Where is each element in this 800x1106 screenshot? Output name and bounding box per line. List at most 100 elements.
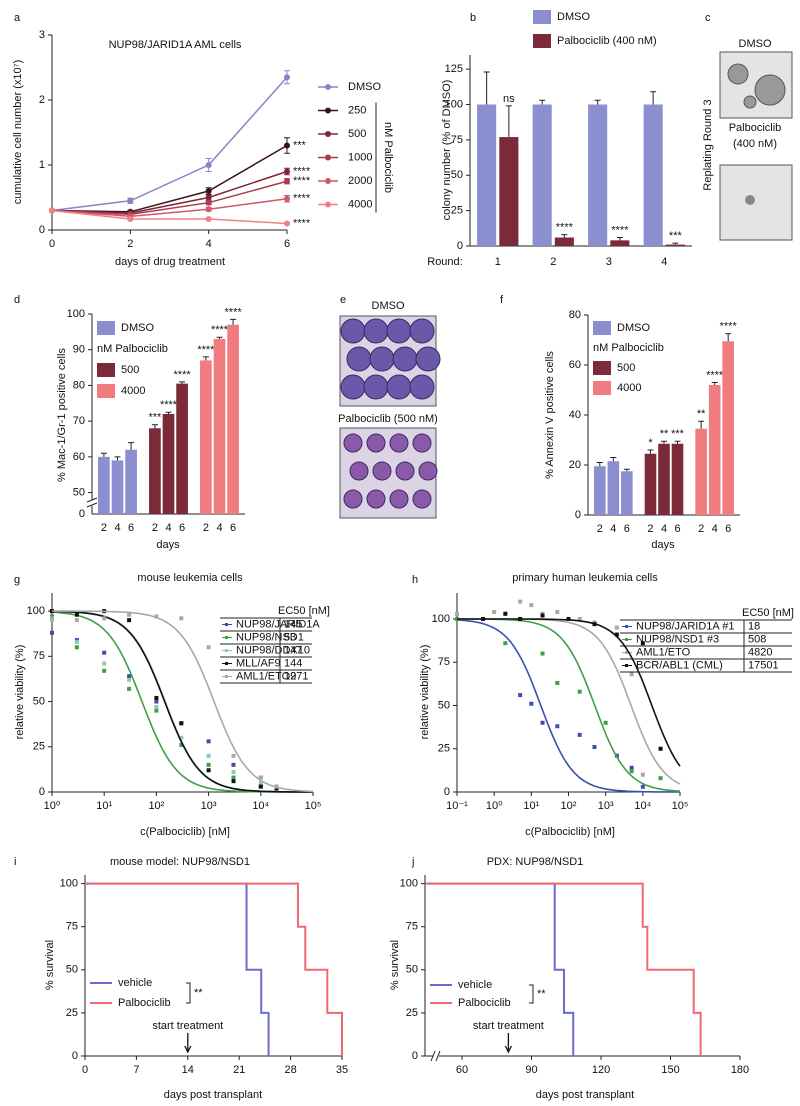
error-bar [661, 440, 667, 444]
significance-label: **** [293, 175, 311, 187]
error-bar [610, 457, 617, 462]
cell [372, 461, 392, 481]
data-point [614, 632, 619, 637]
x-tick-label: 150 [661, 1064, 679, 1076]
error-bar [594, 99, 601, 105]
axis-line [84, 875, 342, 1057]
cell [366, 433, 386, 453]
data-point [179, 616, 184, 621]
x-tick-label: 6 [674, 523, 680, 535]
x-tick-label: 6 [179, 522, 185, 534]
error-bar [165, 411, 172, 414]
x-tick-label: 10² [148, 800, 164, 812]
x-tick-label: 28 [284, 1064, 296, 1076]
legend-label: NUP98/NSD1 [236, 631, 304, 643]
legend-label: BCR/ABL1 (CML) [636, 659, 723, 671]
data-point [284, 220, 290, 227]
x-tick-label: 0 [49, 238, 55, 250]
x-tick-label: 6 [624, 523, 630, 535]
legend-swatch [97, 321, 115, 335]
cell [412, 433, 432, 453]
data-point [74, 639, 79, 644]
significance-label: **** [556, 222, 574, 234]
data-point [50, 630, 54, 635]
series-line [51, 180, 288, 216]
y-tick-label: 1 [39, 159, 45, 171]
data-point [284, 178, 290, 185]
legend-label: DMSO [348, 81, 381, 93]
data-point [205, 188, 212, 194]
error-bar [216, 336, 223, 339]
legend-swatch [593, 321, 611, 335]
x-tick-label: 0 [82, 1064, 88, 1076]
bar [607, 461, 620, 515]
significance-label: *** [148, 412, 162, 424]
colony [754, 74, 786, 106]
x-tick-label: 120 [592, 1064, 610, 1076]
colony [745, 195, 755, 205]
legend-label: 4000 [348, 198, 372, 210]
y-tick-label: 0 [72, 1050, 78, 1062]
legend-label: 4000 [617, 382, 641, 394]
legend-marker [625, 651, 628, 654]
legend-marker [325, 178, 331, 184]
y-axis-label: relative viability (%) [419, 645, 431, 740]
data-point [154, 614, 159, 619]
bar [176, 383, 188, 514]
cell [412, 489, 432, 509]
micrograph-caption: (400 nM) [733, 138, 777, 150]
chart-title: mouse model: NUP98/NSD1 [110, 856, 250, 868]
cell [349, 461, 369, 481]
data-point [555, 610, 560, 615]
data-point [206, 762, 211, 767]
annotation: start treatment [473, 1020, 544, 1032]
legend-label: Palbociclib [118, 997, 171, 1009]
legend-label: 500 [121, 364, 139, 376]
y-tick-label: 25 [438, 743, 450, 755]
data-point [529, 603, 534, 608]
legend-marker [625, 664, 628, 667]
legend-label: 1000 [348, 151, 372, 163]
x-tick-label: 4 [661, 256, 667, 268]
data-point [206, 645, 211, 650]
axis-break-gap [433, 1051, 439, 1061]
data-point [503, 611, 508, 616]
legend-marker [625, 638, 628, 641]
data-point [154, 708, 159, 713]
data-point [49, 207, 55, 214]
table-rule [620, 619, 792, 672]
legend-label: 250 [348, 104, 366, 116]
legend-ec50: 147 [284, 644, 302, 656]
panel-letter: a [14, 12, 21, 24]
x-tick-label: 2 [152, 522, 158, 534]
y-tick-label: 3 [39, 29, 45, 41]
data-point [658, 776, 663, 781]
data-point [284, 195, 290, 202]
bar [610, 240, 630, 246]
significance-label: **** [293, 165, 311, 177]
bar [200, 360, 212, 514]
legend-title: nM Palbociclib [97, 343, 168, 355]
legend-ec50: 144 [284, 657, 302, 669]
cell [392, 346, 418, 372]
x-tick-label: 10⁴ [252, 800, 269, 812]
y-tick-label: 40 [569, 409, 581, 421]
x-tick-label: 10² [561, 800, 577, 812]
legend-label: AML1/ETO [636, 646, 691, 658]
bar [227, 324, 239, 514]
legend-label: AML1/ETO9 [236, 670, 296, 682]
series-line [51, 76, 288, 212]
y-tick-label: 50 [33, 695, 45, 707]
legend-marker [325, 154, 331, 161]
y-break-label: 0 [79, 508, 85, 520]
significance-label: **** [160, 399, 178, 411]
x-tick-label: 4 [712, 523, 718, 535]
survival-curve [425, 882, 702, 1056]
x-tick-label: 60 [456, 1064, 468, 1076]
error-bar [539, 99, 546, 105]
legend-label: Palbociclib [458, 997, 511, 1009]
bar [532, 104, 552, 246]
data-point [555, 680, 560, 685]
data-point [258, 775, 263, 780]
